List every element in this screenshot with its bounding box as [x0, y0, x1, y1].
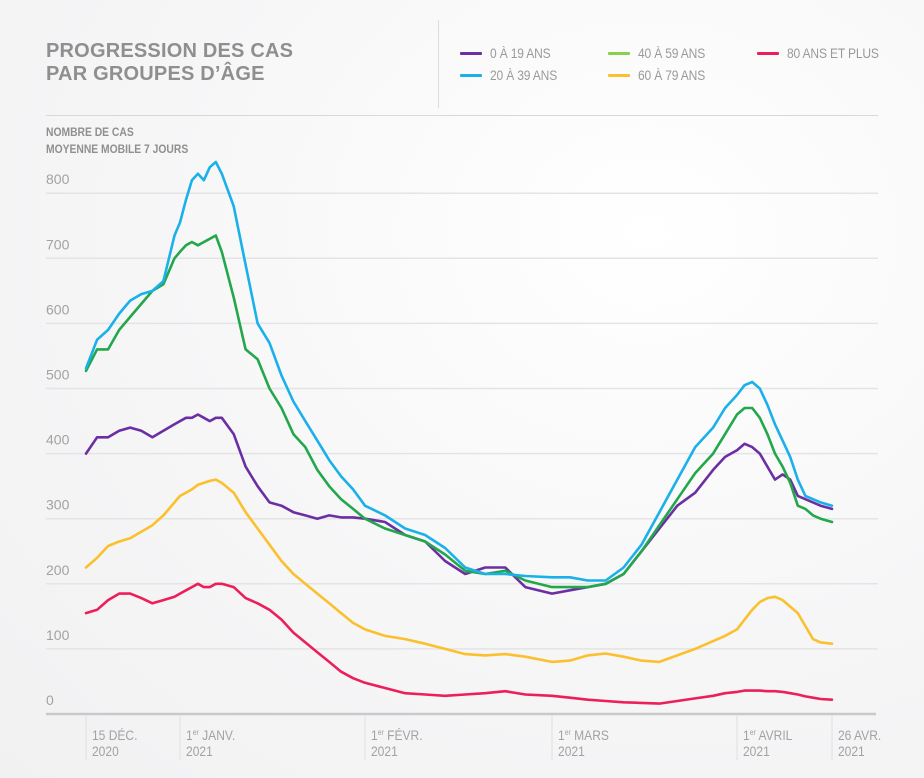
y-tick-label: 600 [46, 301, 70, 317]
y-tick-label: 0 [46, 692, 54, 708]
legend-label: 0 À 19 ANS [490, 45, 551, 61]
series-line-2 [84, 234, 834, 589]
legend-item-60-79: 60 À 79 ANS [608, 66, 716, 84]
x-tick-label: 1er JANV. [186, 727, 235, 743]
gridlines [46, 192, 878, 650]
legend-item-20-39: 20 À 39 ANS [460, 66, 568, 84]
x-tick-label-year: 2021 [186, 743, 213, 759]
y-tick-label: 700 [46, 236, 70, 252]
series-line-3 [84, 478, 834, 664]
x-tick-label: 15 DÉC. [92, 727, 137, 743]
legend: 0 À 19 ANS 20 À 39 ANS 40 À 59 ANS 60 À … [460, 44, 920, 90]
legend-label: 20 À 39 ANS [490, 67, 558, 83]
legend-item-0-19: 0 À 19 ANS [460, 44, 560, 62]
y-tick-label: 400 [46, 432, 70, 448]
x-tick-label-year: 2021 [838, 743, 865, 759]
header-divider-horizontal [46, 115, 878, 116]
x-tick-label-year: 2020 [92, 743, 119, 759]
y-tick-label: 800 [46, 171, 70, 187]
legend-swatch-icon [608, 51, 630, 55]
legend-swatch-icon [608, 73, 630, 77]
y-axis-title: NOMBRE DE CAS MOYENNE MOBILE 7 JOURS [46, 124, 188, 158]
x-tick-label: 1er AVRIL [743, 727, 792, 743]
y-tick-label: 200 [46, 562, 70, 578]
series-lines [84, 160, 834, 705]
legend-label: 40 À 59 ANS [638, 45, 706, 61]
x-tick-label: 1er MARS [558, 727, 609, 743]
legend-swatch-icon [460, 51, 482, 55]
chart-title-line1: PROGRESSION DES CAS [46, 40, 294, 62]
chart-title-line2: PAR GROUPES D’ÂGE [46, 63, 265, 85]
header-divider-vertical [438, 20, 439, 108]
x-tick-label-year: 2021 [558, 743, 585, 759]
y-tick-label: 500 [46, 367, 70, 383]
x-tick-label: 26 AVR. [838, 727, 881, 743]
series-line-4 [84, 582, 834, 705]
legend-item-80-plus: 80 ANS ET PLUS [757, 44, 894, 62]
legend-swatch-icon [757, 51, 779, 55]
chart-title: PROGRESSION DES CAS PAR GROUPES D’ÂGE [46, 40, 293, 86]
legend-label: 80 ANS ET PLUS [787, 45, 879, 61]
legend-swatch-icon [460, 73, 482, 77]
x-tick-label-year: 2021 [743, 743, 770, 759]
legend-label: 60 À 79 ANS [638, 67, 706, 83]
y-tick-label: 300 [46, 497, 70, 513]
y-tick-label: 100 [46, 627, 70, 643]
y-axis-title-line1: NOMBRE DE CAS [46, 125, 134, 139]
x-tick-label: 1er FÉVR. [371, 727, 423, 743]
series-line-1 [84, 160, 834, 582]
y-tick-labels: 0 100 200 300 400 500 600 700 800 [46, 171, 70, 708]
x-tick-label-year: 2021 [371, 743, 398, 759]
y-axis-title-line2: MOYENNE MOBILE 7 JOURS [46, 142, 189, 156]
legend-item-40-59: 40 À 59 ANS [608, 44, 716, 62]
